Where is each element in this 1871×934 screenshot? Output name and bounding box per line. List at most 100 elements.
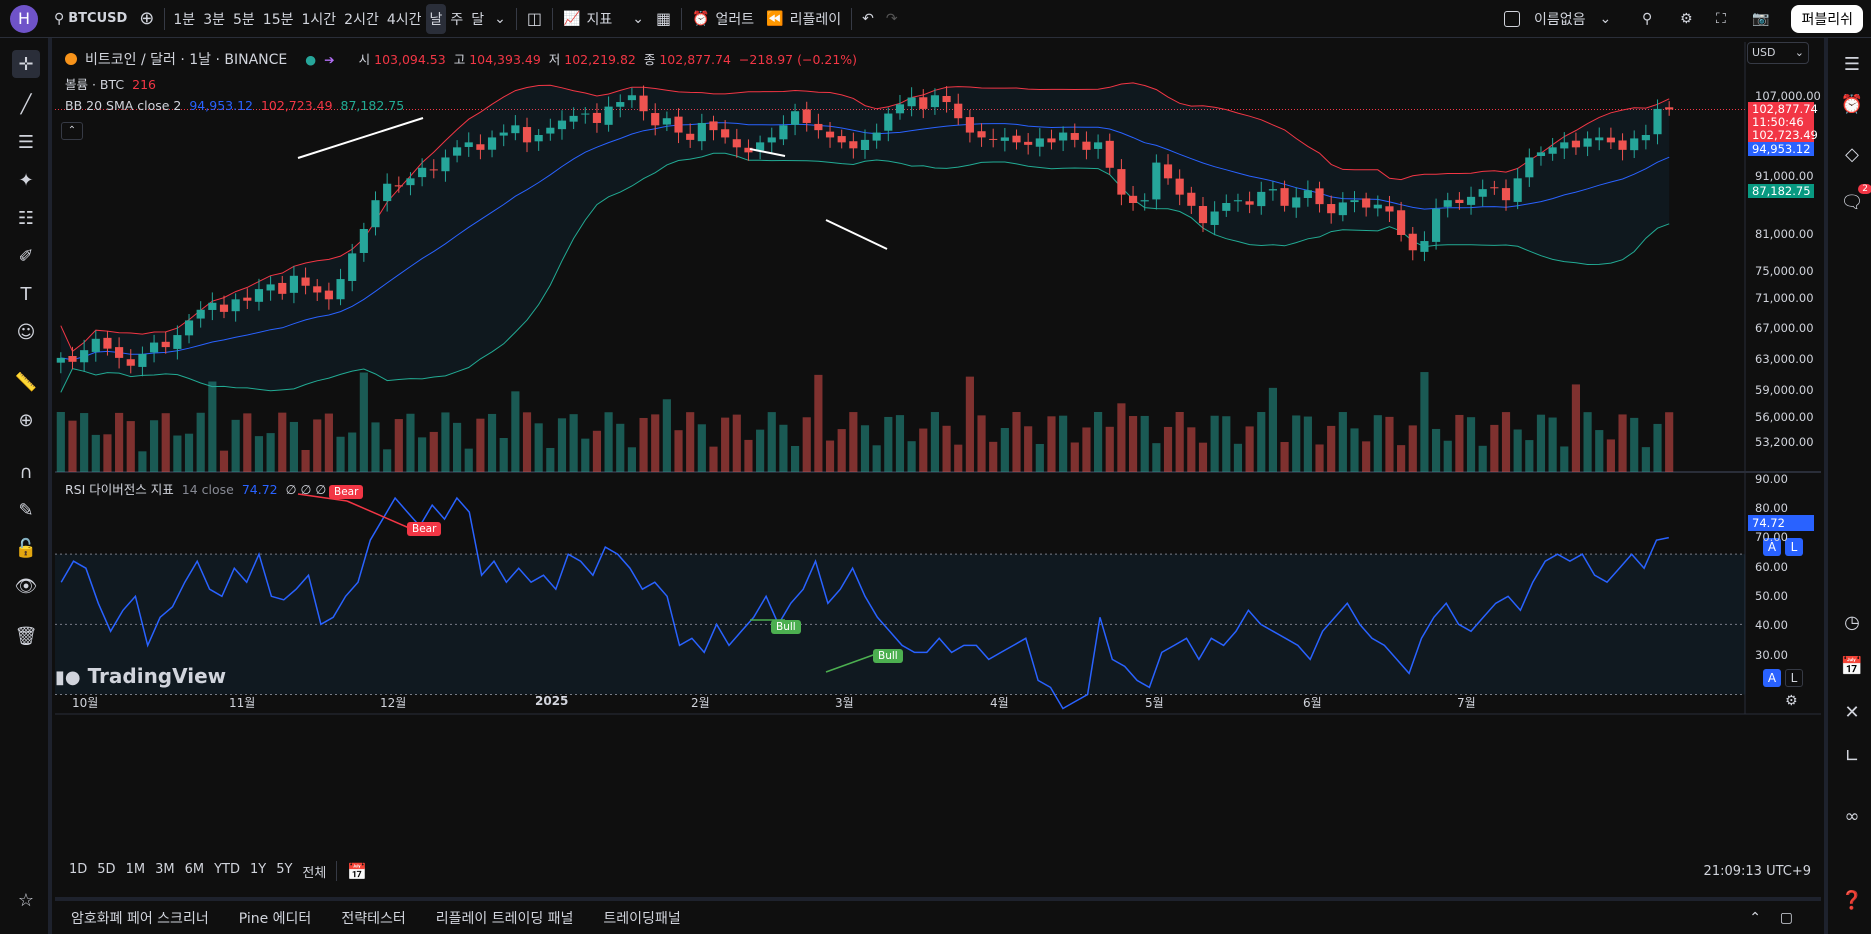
- range-0[interactable]: 1D: [69, 861, 88, 877]
- candle-body: [1280, 188, 1289, 206]
- interval-4[interactable]: 1시간: [301, 11, 337, 28]
- auto-scale-button[interactable]: A: [1763, 538, 1781, 556]
- candle-body: [1024, 141, 1033, 145]
- log-scale-button[interactable]: L: [1785, 538, 1803, 556]
- interval-dropdown[interactable]: ⌄: [488, 0, 512, 38]
- chart-type-button[interactable]: ◫: [521, 0, 548, 38]
- crosshair-icon[interactable]: ✛: [12, 50, 40, 78]
- range-3[interactable]: 3M: [155, 861, 175, 877]
- lock-icon[interactable]: 🔓: [14, 537, 38, 559]
- range-4[interactable]: 6M: [184, 861, 205, 877]
- layout-button[interactable]: 이름없음 ⌄: [1498, 0, 1617, 38]
- candle-body: [184, 320, 194, 336]
- chart-pane[interactable]: 비트코인 / 달러 · 1날 · BINANCE ● ➔ 시 103,094.53…: [55, 42, 1821, 897]
- goto-date-button[interactable]: 📅: [347, 862, 367, 881]
- range-2[interactable]: 1M: [125, 861, 146, 877]
- fib-icon[interactable]: ☰: [17, 131, 35, 153]
- settings-button[interactable]: ⚙: [1674, 0, 1699, 38]
- volume-bar: [627, 447, 636, 472]
- magnet-icon[interactable]: ∩: [19, 461, 33, 483]
- user-avatar[interactable]: H: [10, 4, 38, 33]
- rsi-auto-scale-button[interactable]: A: [1763, 669, 1781, 687]
- lock-drawing-icon[interactable]: ✎: [18, 499, 34, 521]
- speedometer-icon[interactable]: ◷: [1844, 611, 1860, 633]
- pattern-icon[interactable]: ✦: [18, 169, 34, 191]
- volume-bar: [359, 372, 368, 472]
- interval-6[interactable]: 4시간: [386, 11, 422, 28]
- trendline-icon[interactable]: ╱: [20, 93, 32, 115]
- interval-0[interactable]: 1분: [173, 11, 196, 28]
- candle-body: [115, 347, 124, 358]
- eye-icon[interactable]: 👁: [14, 575, 38, 597]
- quick-search-button[interactable]: ⚲: [1636, 0, 1658, 38]
- high-value: 104,393.49: [469, 52, 541, 67]
- collapse-legend-button[interactable]: ⌃: [61, 122, 83, 140]
- strategy-icon[interactable]: ∟: [1844, 745, 1860, 767]
- volume-bar: [219, 450, 229, 472]
- templates-button[interactable]: ▦: [650, 0, 677, 38]
- candle-body: [219, 304, 229, 312]
- currency-selector[interactable]: USD ⌄: [1747, 42, 1809, 64]
- ruler-icon[interactable]: 📏: [14, 371, 38, 393]
- rsi-value-label: 74.72: [1748, 515, 1814, 531]
- volume-bar: [616, 423, 625, 472]
- volume-bar: [534, 423, 543, 472]
- interval-5[interactable]: 2시간: [344, 11, 379, 28]
- panel-tab-0[interactable]: 암호화폐 페어 스크리너: [71, 910, 209, 927]
- interval-1[interactable]: 3분: [203, 11, 225, 28]
- alarm-clock-icon[interactable]: ⏰: [1840, 93, 1864, 115]
- fullscreen-button[interactable]: ⛶: [1710, 0, 1732, 38]
- add-symbol-button[interactable]: ⊕: [133, 0, 160, 38]
- projection-icon[interactable]: ☷: [17, 207, 35, 229]
- volume-bar: [1362, 441, 1371, 472]
- watchlist-icon[interactable]: ☰: [1843, 53, 1861, 75]
- range-5[interactable]: YTD: [214, 861, 240, 877]
- candle-body: [418, 167, 427, 178]
- price-label-basis: 94,953.12: [1748, 142, 1814, 156]
- star-icon[interactable]: ☆: [17, 889, 35, 911]
- interval-8[interactable]: 주: [450, 11, 464, 28]
- rsi-log-scale-button[interactable]: L: [1785, 669, 1803, 687]
- top-toolbar: H ⚲ BTCUSD ⊕ 1분 3분 5분 15분 1시간 2시간 4시간 날 주 달 ⌄ ◫ 📈…: [0, 0, 1871, 38]
- clock-display[interactable]: 21:09:13 UTC+9: [1703, 863, 1811, 879]
- interval-7[interactable]: 날: [425, 3, 447, 34]
- brush-icon[interactable]: ✐: [18, 245, 34, 267]
- chat-icon[interactable]: 🗨 2: [1838, 184, 1871, 216]
- interval-3[interactable]: 15분: [262, 11, 294, 28]
- tradingview-logo[interactable]: ▮● TradingView: [55, 664, 226, 688]
- zoom-in-icon[interactable]: ⊕: [18, 409, 34, 431]
- collapse-panel-button[interactable]: ⌃: [1733, 910, 1775, 926]
- range-1[interactable]: 5D: [97, 861, 116, 877]
- price-chart[interactable]: [55, 42, 1821, 897]
- publish-button[interactable]: 퍼블리쉬: [1791, 5, 1863, 33]
- symbol-search[interactable]: ⚲ BTCUSD: [48, 0, 133, 38]
- replay-button[interactable]: ⏪ 리플레이: [760, 0, 847, 38]
- snapshot-button[interactable]: 📷: [1746, 0, 1775, 38]
- compare-icon[interactable]: ✕: [1844, 701, 1860, 723]
- rsi-nulls: ∅ ∅ ∅ ∅: [285, 482, 342, 497]
- help-icon[interactable]: ❓: [1840, 889, 1864, 911]
- chart-settings-gear[interactable]: ⚙: [1785, 693, 1798, 709]
- layers-icon[interactable]: ◇: [1845, 143, 1859, 165]
- trash-icon[interactable]: 🗑: [14, 625, 38, 647]
- layout-name: 이름없음: [1534, 11, 1586, 28]
- panel-tab-1[interactable]: Pine 에디터: [238, 910, 312, 927]
- undo-button[interactable]: ↶: [856, 0, 880, 38]
- emoji-icon[interactable]: ☺: [16, 321, 36, 343]
- range-6[interactable]: 1Y: [249, 861, 267, 877]
- interval-2[interactable]: 5분: [232, 11, 255, 28]
- panel-tab-3[interactable]: 리플레이 트레이딩 패널: [435, 910, 574, 927]
- maximize-panel-button[interactable]: ▢: [1764, 910, 1807, 926]
- range-7[interactable]: 5Y: [276, 861, 293, 877]
- interval-9[interactable]: 달: [471, 11, 485, 28]
- panel-tab-4[interactable]: 트레이딩패널: [603, 910, 681, 927]
- calendar-icon[interactable]: 📅: [1840, 655, 1864, 677]
- range-8[interactable]: 전체: [302, 865, 327, 881]
- text-icon[interactable]: T: [20, 283, 32, 305]
- broadcast-icon[interactable]: ∞: [1844, 805, 1860, 827]
- redo-button[interactable]: ↷: [880, 0, 904, 38]
- alert-button[interactable]: ⏰ 얼러트: [686, 0, 760, 38]
- panel-tab-2[interactable]: 전략테스터: [341, 910, 406, 927]
- indicators-button[interactable]: 📈 지표 ⌄: [557, 0, 650, 38]
- bb-label: BB 20 SMA close 2: [65, 98, 182, 113]
